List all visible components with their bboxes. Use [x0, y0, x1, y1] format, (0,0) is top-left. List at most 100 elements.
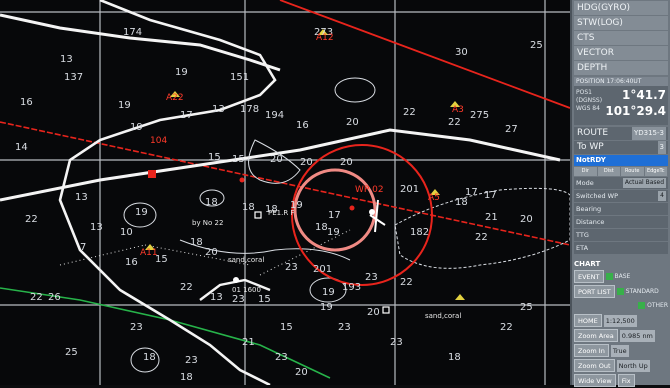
- depth-sounding: 15: [208, 152, 221, 163]
- depth-sounding: 22: [403, 107, 416, 118]
- depth-row: DEPTH: [574, 61, 668, 75]
- longitude-value: 101°29.4: [605, 104, 666, 118]
- depth-sounding: 22: [180, 282, 193, 293]
- position-header: POSITION 17:06:40UT: [574, 77, 668, 86]
- depth-sounding: 19: [118, 100, 131, 111]
- route-row[interactable]: ROUTE YD315-3: [574, 127, 668, 140]
- distance-row: Distance: [574, 216, 668, 228]
- chart-label-a12: A12: [316, 33, 334, 43]
- zoom-area-value[interactable]: 0.985 nm: [619, 329, 655, 342]
- tab-route[interactable]: Route: [621, 167, 644, 176]
- depth-sounding: 26: [48, 292, 61, 303]
- towp-label: To WP: [577, 142, 604, 152]
- stw-row: STW(LOG): [574, 16, 668, 30]
- zoom-in-value[interactable]: True: [610, 344, 629, 357]
- chart-section-title: CHART: [574, 260, 601, 268]
- switched-wp-row[interactable]: Switched WP 4: [574, 190, 668, 202]
- event-button[interactable]: EVENT: [574, 270, 604, 283]
- depth-sounding: 25: [65, 347, 78, 358]
- hdg-label: HDG(GYRO): [577, 3, 631, 13]
- route-tabs: Dir Dist Route EdgeTc: [574, 167, 668, 176]
- depth-sounding: 23: [130, 322, 143, 333]
- zoom-out-value[interactable]: North Up: [616, 359, 650, 372]
- zoom-in-button[interactable]: Zoom In: [574, 344, 609, 357]
- home-row: HOME 1:12,500: [574, 314, 668, 327]
- chart-label-wp-label: WP 02: [355, 185, 384, 195]
- portlist-row: PORT LIST STANDARD: [574, 285, 668, 298]
- chart-label-sand-coral-1: sand,coral: [228, 256, 264, 264]
- pos-source: (DGNSS): [576, 97, 603, 104]
- depth-sounding: 18: [143, 352, 156, 363]
- towp-value[interactable]: 3: [657, 141, 666, 154]
- depth-sounding: 182: [410, 227, 429, 238]
- depth-sounding: 20: [295, 367, 308, 378]
- depth-sounding: 201: [313, 264, 332, 275]
- depth-sounding: 201: [400, 184, 419, 195]
- depth-sounding: 18: [190, 237, 203, 248]
- depth-sounding: 19: [290, 200, 303, 211]
- mode-value[interactable]: Actual Based: [622, 178, 666, 188]
- route-label: ROUTE: [577, 128, 609, 138]
- depth-sounding: 13: [210, 292, 223, 303]
- port-list-button[interactable]: PORT LIST: [574, 285, 615, 298]
- chart-label-a5: A5: [428, 193, 440, 203]
- depth-sounding: 30: [455, 47, 468, 58]
- depth-sounding: 23: [285, 262, 298, 273]
- fix-button[interactable]: Fix: [617, 374, 635, 387]
- depth-sounding: 20: [367, 307, 380, 318]
- depth-sounding: 27: [505, 124, 518, 135]
- depth-sounding: 20: [270, 154, 283, 165]
- depth-sounding: 17: [484, 190, 497, 201]
- towp-row[interactable]: To WP 3: [574, 141, 668, 154]
- depth-sounding: 19: [130, 122, 143, 133]
- cts-row: CTS: [574, 31, 668, 45]
- depth-sounding: 151: [230, 72, 249, 83]
- zoom-out-button[interactable]: Zoom Out: [574, 359, 615, 372]
- white-route-line-1: [0, 128, 561, 202]
- mode-row[interactable]: Mode Actual Based: [574, 177, 668, 189]
- chart-label-a20: A22: [166, 93, 184, 103]
- chart-display[interactable]: 174 273 13 30 25 16 137 19 151 17 19 19 178 13 194 16 20…: [0, 0, 570, 385]
- grid: [0, 0, 570, 385]
- depth-sounding: 23: [338, 322, 351, 333]
- depth-sounding: 17: [328, 210, 341, 221]
- switched-wp-value[interactable]: 4: [658, 191, 666, 201]
- eta-row: ETA: [574, 242, 668, 254]
- depth-sounding: 13: [75, 192, 88, 203]
- switched-wp-label: Switched WP: [576, 192, 619, 200]
- dotted-lines: [59, 229, 351, 276]
- own-ship-icon[interactable]: [369, 199, 386, 233]
- position-box: POSITION 17:06:40UT POS1 (DGNSS) WGS 84 …: [574, 77, 668, 125]
- depth-sounding: 17: [465, 187, 478, 198]
- tab-dist[interactable]: Dist: [597, 167, 620, 176]
- range-ring-inner: [293, 168, 377, 252]
- ttg-label: TTG: [576, 231, 589, 239]
- latitude-value: 1°41.7: [622, 88, 666, 102]
- depth-sounding: 19: [320, 302, 333, 313]
- home-button[interactable]: HOME: [574, 314, 602, 327]
- base-legend: BASE: [614, 273, 631, 280]
- buoy-icons: [145, 29, 465, 314]
- depth-sounding: 16: [296, 120, 309, 131]
- zoom-in-row: Zoom In True: [574, 344, 668, 357]
- depth-sounding: 21: [485, 212, 498, 223]
- tab-dir[interactable]: Dir: [574, 167, 597, 176]
- chart-label-course-104: 104: [150, 136, 167, 146]
- white-coast-line: [58, 0, 277, 385]
- depth-sounding: 20: [520, 214, 533, 225]
- depth-label: DEPTH: [577, 63, 608, 73]
- wide-view-button[interactable]: Wide View: [574, 374, 616, 387]
- route-value[interactable]: YD315-3: [631, 127, 666, 140]
- chart-label-a11: A11: [140, 248, 158, 258]
- depth-sounding: 178: [240, 104, 259, 115]
- wide-view-row: Wide View Fix: [574, 374, 668, 387]
- pos-datum: WGS 84: [576, 105, 600, 112]
- depth-sounding: 15: [155, 254, 168, 265]
- tab-edge[interactable]: EdgeTc: [644, 167, 667, 176]
- zoom-area-button[interactable]: Zoom Area: [574, 329, 618, 342]
- depth-sounding: 16: [125, 257, 138, 268]
- scale-value[interactable]: 1:12,500: [603, 314, 637, 327]
- depth-sounding: 15: [258, 294, 271, 305]
- depth-sounding: 7: [80, 242, 86, 253]
